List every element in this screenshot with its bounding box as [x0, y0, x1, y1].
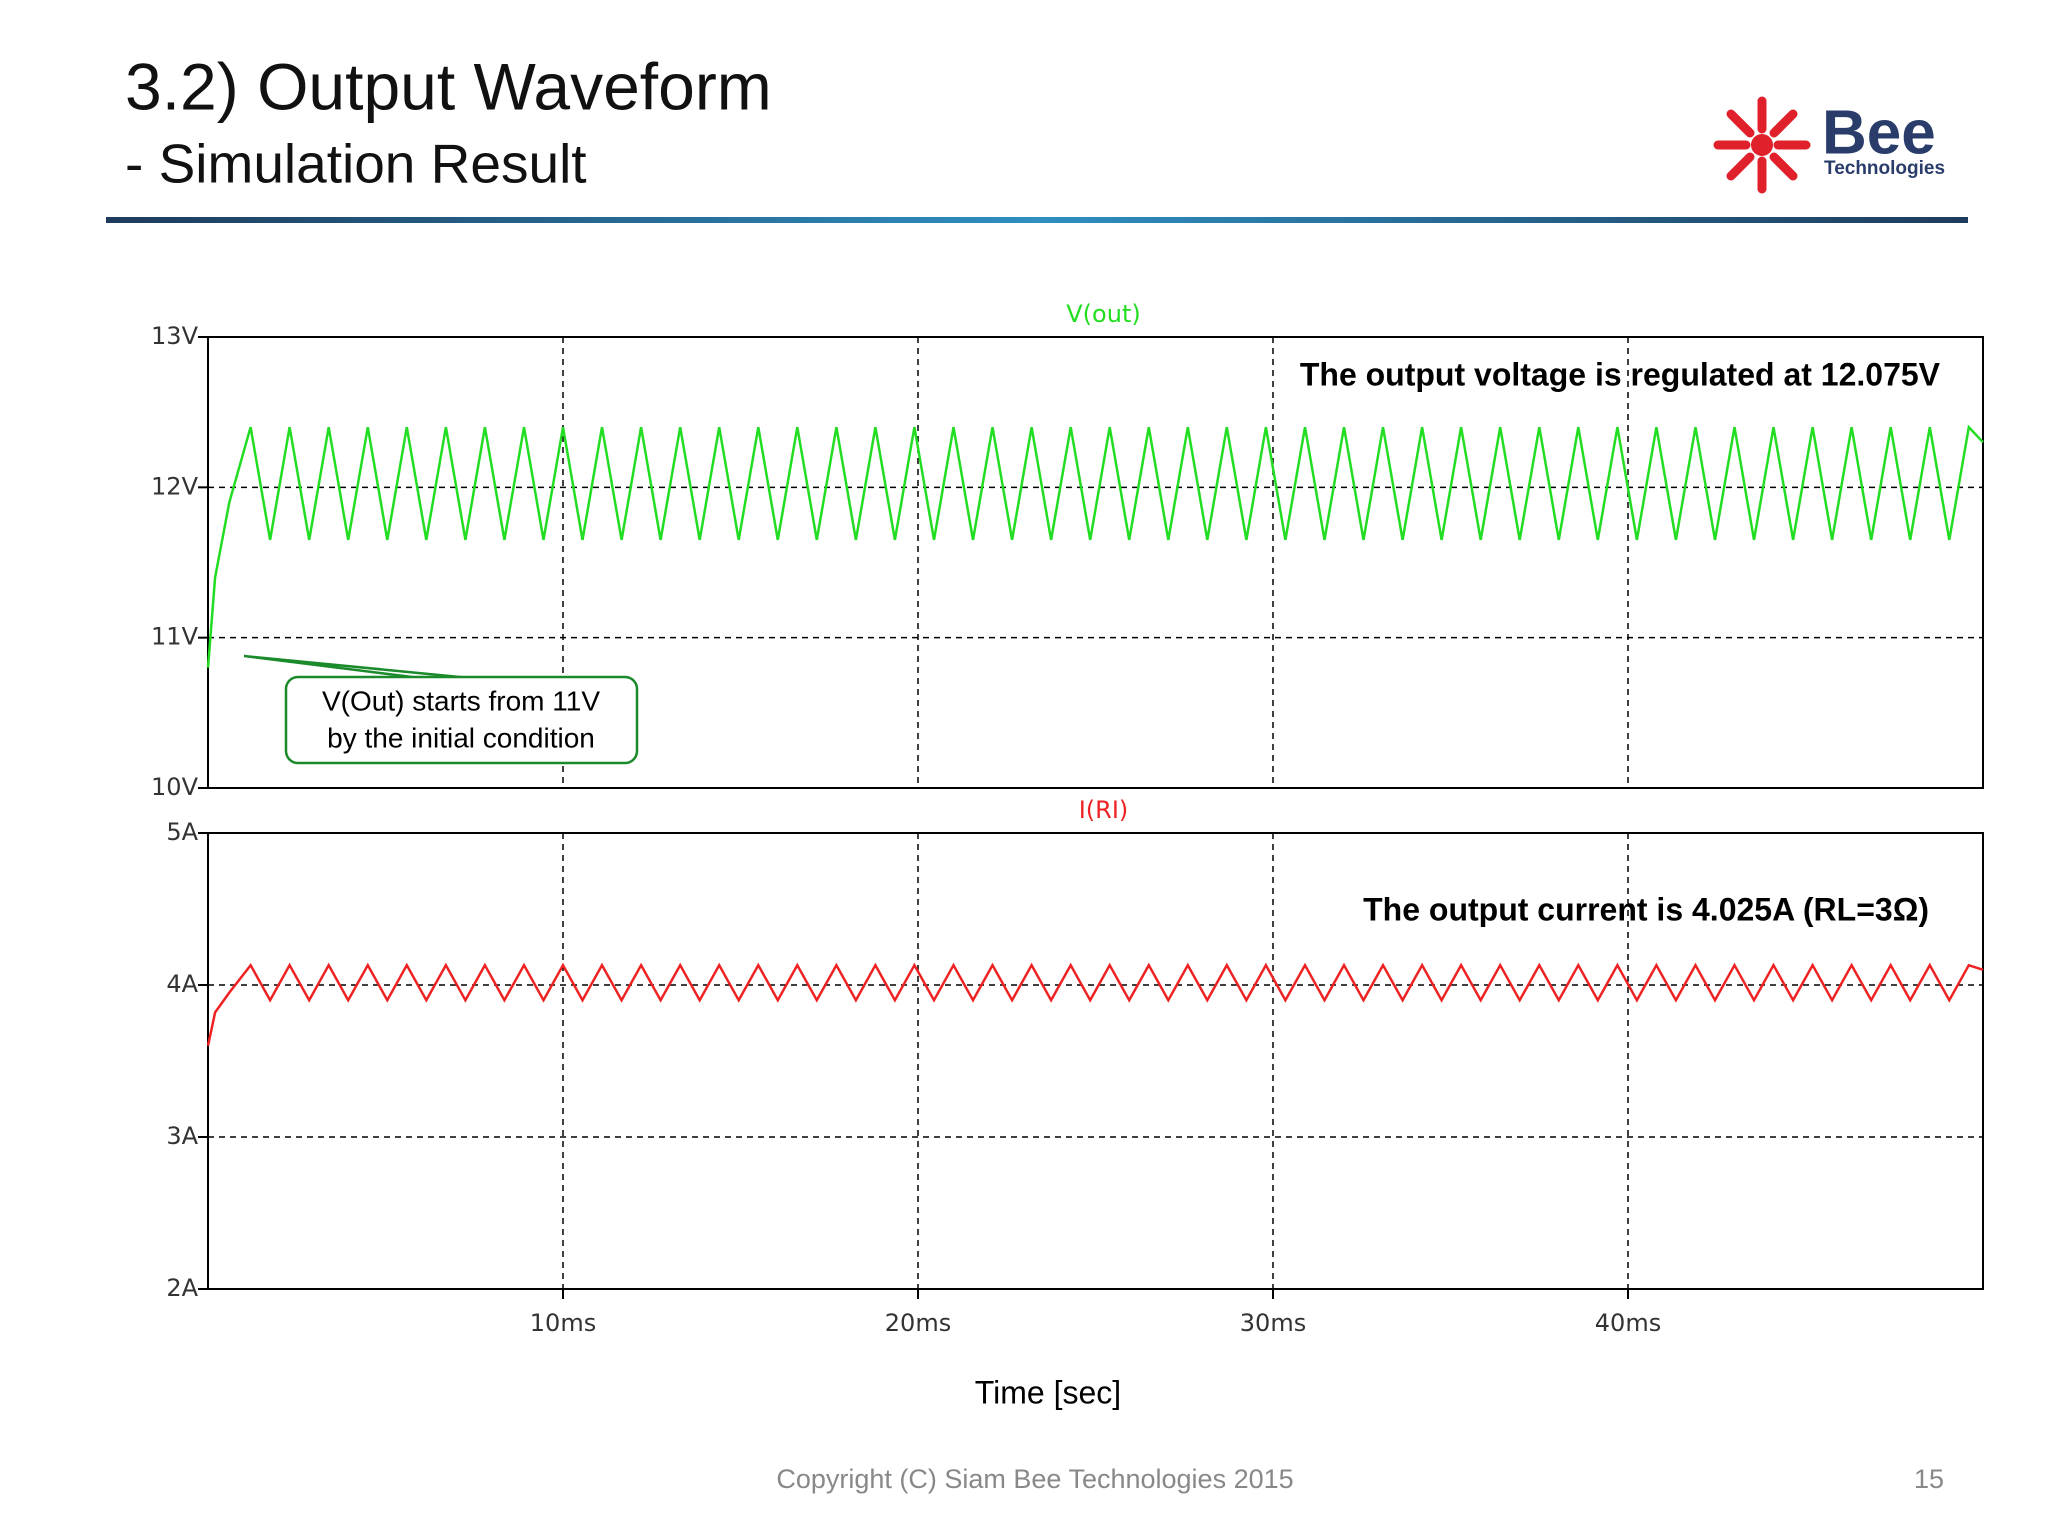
callout-text: V(Out) starts from 11V — [322, 685, 600, 716]
annotation: The output voltage is regulated at 12.07… — [1300, 356, 1941, 392]
y-tick-label: 4A — [166, 970, 198, 998]
plot-frame — [207, 832, 1984, 1290]
waveform — [206, 424, 1984, 668]
chart-title: V(out) — [1066, 300, 1140, 328]
logo: Bee Technologies — [1713, 96, 1945, 194]
slide-title: 3.2) Output Waveform — [125, 49, 772, 123]
x-tick-label: 40ms — [1595, 1309, 1661, 1337]
header-rule — [106, 217, 1968, 223]
x-axis-label: Time [sec] — [975, 1374, 1121, 1410]
page-number: 15 — [1914, 1464, 1944, 1494]
y-tick-label: 12V — [151, 472, 199, 500]
y-tick-label: 3A — [166, 1122, 198, 1150]
callout-text: by the initial condition — [327, 722, 595, 753]
annotation: The output current is 4.025A (RL=3Ω) — [1363, 891, 1929, 927]
x-tick-label: 20ms — [885, 1309, 951, 1337]
callout-pointer — [243, 654, 471, 680]
y-tick-label: 11V — [151, 623, 199, 651]
logo-sub: Technologies — [1824, 158, 1945, 179]
logo-name: Bee — [1822, 98, 1936, 167]
callout-box — [284, 675, 639, 765]
x-tick-label: 10ms — [530, 1309, 596, 1337]
y-tick-label: 5A — [166, 818, 198, 846]
y-tick-label: 2A — [166, 1274, 198, 1302]
y-tick-label: 13V — [151, 322, 199, 350]
slide-subtitle: - Simulation Result — [125, 133, 587, 195]
waveform — [206, 962, 1984, 1047]
y-tick-label: 10V — [151, 773, 199, 801]
x-tick-label: 30ms — [1240, 1309, 1306, 1337]
chart-title: I(RI) — [1079, 796, 1129, 824]
copyright: Copyright (C) Siam Bee Technologies 2015 — [776, 1464, 1293, 1494]
